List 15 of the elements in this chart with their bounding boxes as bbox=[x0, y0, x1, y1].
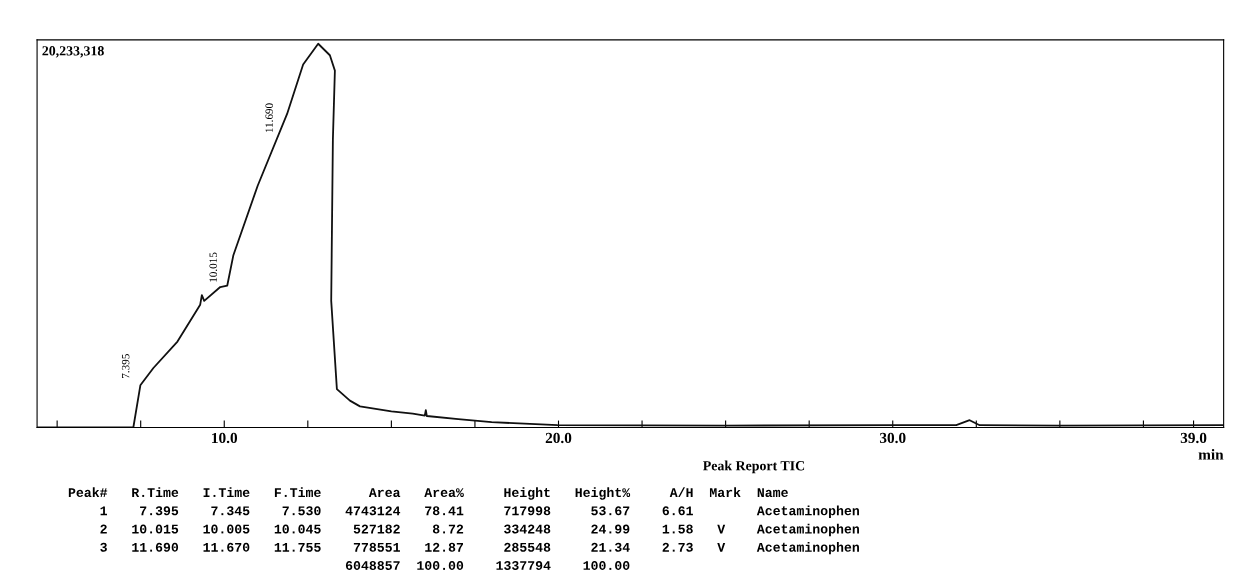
annotation: 7.395 bbox=[121, 354, 130, 378]
text: 2 10.015 10.005 10.045 527182 8.72 334248 24.99 1.58 V Acetaminophen bbox=[100, 523, 859, 537]
annotation: 11.690 bbox=[265, 103, 273, 133]
text: 6048857 100.00 1337794 100.00 bbox=[345, 561, 630, 570]
annotation: 10.015 bbox=[209, 252, 217, 282]
x-tick-label: 20.0 bbox=[545, 432, 572, 444]
x-tick-label: 10.0 bbox=[212, 432, 238, 444]
text: 1 7.395 7.345 7.530 4743124 78.41 717998 53.67 6.61 Acetaminophen bbox=[100, 505, 859, 518]
x-tick-label: 30.0 bbox=[879, 432, 906, 444]
text: 3 11.690 11.670 11.755 778551 12.87 285548 21.34 2.73 V Acetaminophen bbox=[100, 542, 859, 555]
text: Peak# R.Time I.Time F.Time Area Area% Height Height% A/H Mark Name bbox=[68, 487, 788, 500]
text: Peak Report TIC bbox=[703, 460, 805, 474]
x-tick-label: 39.0 bbox=[1180, 432, 1207, 444]
annotation: 20,233,318 bbox=[42, 46, 104, 58]
x-axis-title: min bbox=[1198, 448, 1224, 460]
